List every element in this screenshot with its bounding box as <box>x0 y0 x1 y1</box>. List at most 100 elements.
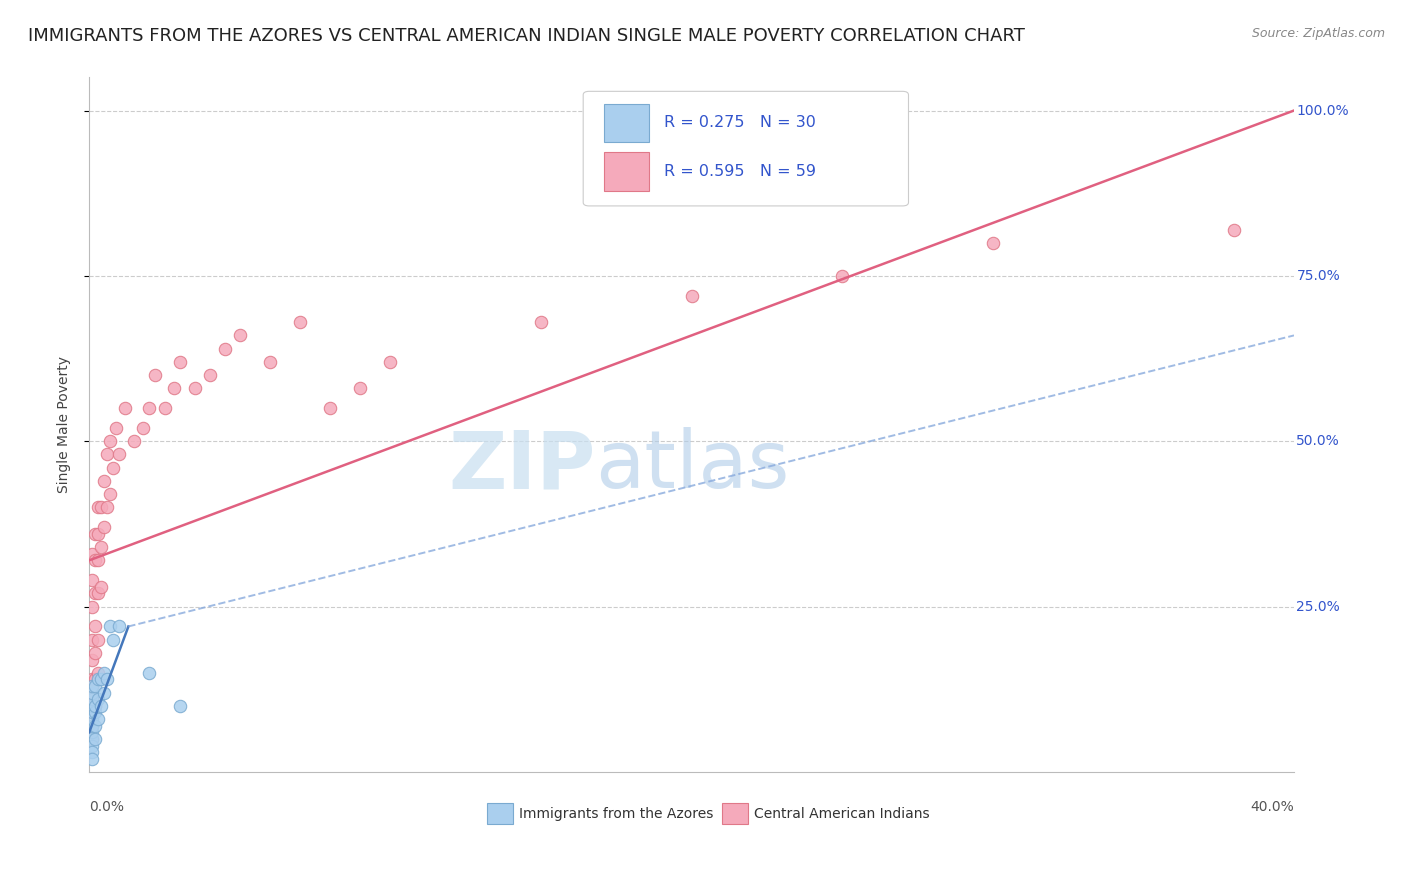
Point <box>82 679 104 693</box>
Bar <box>486 803 513 824</box>
Point <box>82 698 104 713</box>
Point <box>87 553 110 567</box>
Point <box>183 381 205 395</box>
Point <box>90 580 112 594</box>
Point <box>162 381 184 395</box>
Point <box>214 342 236 356</box>
Point <box>82 679 104 693</box>
Text: R = 0.275   N = 30: R = 0.275 N = 30 <box>664 115 815 130</box>
Point <box>82 673 104 687</box>
Point <box>380 355 402 369</box>
Point <box>93 665 115 680</box>
Point <box>87 500 110 515</box>
Point <box>82 731 104 746</box>
Point <box>90 673 112 687</box>
Point <box>259 355 281 369</box>
Bar <box>603 103 650 142</box>
Text: 100.0%: 100.0% <box>1296 103 1348 118</box>
Point <box>82 692 104 706</box>
Point <box>1223 222 1246 236</box>
Text: 0.0%: 0.0% <box>89 800 124 814</box>
Point <box>169 698 191 713</box>
Point <box>82 745 104 759</box>
Point <box>103 632 125 647</box>
Point <box>114 401 136 416</box>
Point <box>84 673 107 687</box>
Point <box>98 619 121 633</box>
Point <box>84 553 107 567</box>
Point <box>82 719 104 733</box>
Point <box>153 401 176 416</box>
Point <box>87 673 110 687</box>
Text: R = 0.595   N = 59: R = 0.595 N = 59 <box>664 164 815 179</box>
Text: Source: ZipAtlas.com: Source: ZipAtlas.com <box>1251 27 1385 40</box>
Point <box>87 586 110 600</box>
Point <box>84 698 107 713</box>
Point <box>169 355 191 369</box>
Text: Central American Indians: Central American Indians <box>754 806 929 821</box>
Point <box>84 619 107 633</box>
Point <box>82 739 104 753</box>
Text: 50.0%: 50.0% <box>1296 434 1340 449</box>
Point <box>87 526 110 541</box>
Point <box>87 712 110 726</box>
Point <box>82 698 104 713</box>
Point <box>82 725 104 739</box>
Point <box>84 698 107 713</box>
Point <box>84 526 107 541</box>
Point <box>90 540 112 554</box>
Point <box>93 474 115 488</box>
Bar <box>721 803 748 824</box>
Point <box>82 706 104 720</box>
Point <box>681 289 703 303</box>
Point <box>82 547 104 561</box>
Point <box>82 712 104 726</box>
Text: Immigrants from the Azores: Immigrants from the Azores <box>519 806 714 821</box>
Point <box>138 665 160 680</box>
Bar <box>603 153 650 191</box>
FancyBboxPatch shape <box>583 91 908 206</box>
Text: ZIP: ZIP <box>449 427 595 506</box>
Point <box>831 268 853 283</box>
Point <box>198 368 221 383</box>
Point <box>105 421 128 435</box>
Point <box>103 460 125 475</box>
Point <box>124 434 146 449</box>
Point <box>84 646 107 660</box>
Point <box>82 719 104 733</box>
Point <box>530 315 553 329</box>
Point <box>82 632 104 647</box>
Point <box>229 328 252 343</box>
Point <box>84 719 107 733</box>
Point <box>981 235 1004 250</box>
Point <box>138 401 160 416</box>
Text: 25.0%: 25.0% <box>1296 599 1340 614</box>
Point <box>96 447 118 461</box>
Point <box>82 652 104 666</box>
Point <box>288 315 311 329</box>
Point <box>82 599 104 614</box>
Point <box>96 500 118 515</box>
Point <box>82 706 104 720</box>
Point <box>96 673 118 687</box>
Point <box>82 685 104 699</box>
Y-axis label: Single Male Poverty: Single Male Poverty <box>58 356 72 493</box>
Point <box>82 573 104 587</box>
Point <box>84 586 107 600</box>
Point <box>319 401 342 416</box>
Point <box>84 706 107 720</box>
Point <box>82 731 104 746</box>
Point <box>90 500 112 515</box>
Point <box>108 619 131 633</box>
Text: 40.0%: 40.0% <box>1250 800 1294 814</box>
Point <box>90 698 112 713</box>
Point <box>132 421 155 435</box>
Point <box>87 692 110 706</box>
Point <box>84 679 107 693</box>
Point <box>82 752 104 766</box>
Point <box>108 447 131 461</box>
Point <box>82 692 104 706</box>
Text: atlas: atlas <box>595 427 790 506</box>
Text: 75.0%: 75.0% <box>1296 268 1340 283</box>
Point <box>145 368 167 383</box>
